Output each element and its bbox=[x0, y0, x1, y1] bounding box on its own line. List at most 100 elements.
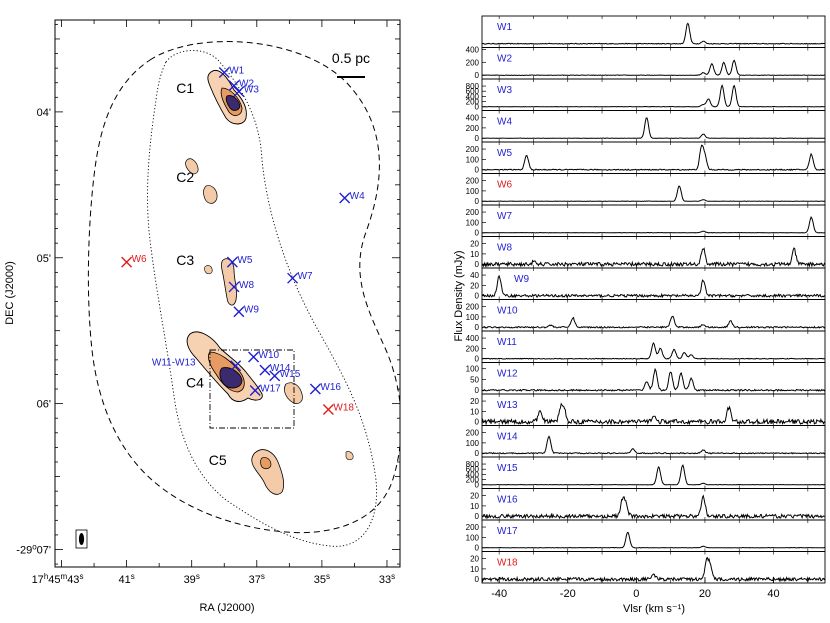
spectrum-line bbox=[481, 84, 825, 108]
maser-w4: W4 bbox=[339, 191, 365, 204]
maser-w18: W18 bbox=[322, 402, 354, 415]
maser-cross bbox=[226, 256, 238, 268]
maser-label: W17 bbox=[260, 384, 281, 395]
contour-c4-core bbox=[219, 367, 243, 389]
spectrum-line bbox=[481, 435, 826, 455]
region-label-c1: C1 bbox=[176, 80, 194, 96]
y-tick-label: 0 bbox=[475, 292, 480, 301]
y-tick-label: 0 bbox=[475, 418, 480, 427]
region-label-c4: C4 bbox=[186, 375, 204, 391]
y-tick-label: 400 bbox=[466, 92, 480, 101]
maser-label: W18 bbox=[333, 402, 354, 413]
spectrum-line bbox=[481, 144, 825, 171]
spectrum-label: W7 bbox=[497, 211, 512, 222]
spectrum-label: W8 bbox=[497, 243, 512, 254]
beam-box bbox=[75, 529, 88, 549]
spectrum-line bbox=[481, 341, 826, 360]
spectrum-frame bbox=[481, 15, 826, 48]
maser-cross bbox=[230, 360, 242, 372]
y-tick-label: 0 bbox=[475, 71, 480, 80]
y-tick-label: 10 bbox=[470, 407, 479, 416]
spectrum-frame bbox=[481, 141, 826, 174]
maser-label: W14 bbox=[270, 363, 291, 374]
y-tick-label: 100 bbox=[466, 155, 480, 164]
region-label-c2: C2 bbox=[176, 169, 194, 185]
y-tick-label: 200 bbox=[466, 523, 480, 532]
maser-cross bbox=[309, 383, 321, 395]
maser-w15: W15 bbox=[269, 369, 301, 382]
scale-bar-label: 0.5 pc bbox=[332, 50, 370, 66]
maser-label: W4 bbox=[350, 191, 365, 202]
maser-w10: W10 bbox=[248, 350, 280, 363]
dashed-outline bbox=[87, 41, 400, 534]
maser-cross bbox=[322, 403, 334, 415]
maser-w17: W17 bbox=[249, 384, 281, 396]
maser-cross bbox=[233, 306, 245, 318]
spectrum-line bbox=[481, 274, 826, 299]
y-tick-label: 0 bbox=[475, 386, 480, 395]
map-ticks: 17h45m43s 41s 39s 37s 35s 33s 04' 05' 06' -29o07' bbox=[16, 20, 400, 586]
dec-tick-label: 04' bbox=[37, 107, 51, 119]
region-label-c5: C5 bbox=[209, 452, 227, 468]
y-tick-label: 40 bbox=[470, 271, 479, 280]
y-tick-label: 10 bbox=[470, 502, 479, 511]
spectrum-line bbox=[481, 494, 826, 520]
maser-label: W11-W13 bbox=[152, 358, 196, 369]
spectrum-label: W4 bbox=[497, 117, 512, 128]
spectrum-label: W15 bbox=[497, 463, 518, 474]
continuum-contours bbox=[75, 41, 400, 549]
spectrum-line bbox=[481, 367, 826, 392]
maser-label: W15 bbox=[280, 369, 301, 380]
contour-c5-inner bbox=[260, 457, 272, 470]
maser-cross bbox=[218, 67, 230, 79]
y-tick-label: 50 bbox=[470, 375, 479, 384]
y-tick-label: 0 bbox=[475, 323, 480, 332]
spectrum-frame bbox=[481, 47, 826, 80]
y-tick-label: 100 bbox=[466, 218, 480, 227]
spectrum-label: W6 bbox=[497, 180, 512, 191]
y-tick-label: 200 bbox=[466, 344, 480, 353]
y-tick-label: 800 bbox=[466, 82, 480, 91]
region-label-c3: C3 bbox=[176, 252, 194, 268]
y-tick-label: 0 bbox=[475, 355, 480, 364]
x-tick-label: 0 bbox=[633, 588, 639, 600]
y-tick-label: 0 bbox=[475, 260, 480, 269]
spectrum-line bbox=[481, 59, 826, 77]
spectrum-label: W5 bbox=[497, 148, 512, 159]
y-tick-label: 200 bbox=[466, 145, 480, 154]
spectra-x-ticks: -40 -20 0 20 40 bbox=[491, 577, 780, 600]
spectrum-line bbox=[481, 185, 826, 202]
spectra-xlabel: Vlsr (km s⁻¹) bbox=[623, 603, 685, 615]
spectrum-label: W3 bbox=[497, 85, 512, 96]
contour-c5 bbox=[251, 449, 285, 495]
y-tick-label: 0 bbox=[475, 449, 480, 458]
maser-w9: W9 bbox=[233, 305, 259, 318]
y-tick-label: 100 bbox=[466, 365, 480, 374]
maser-label: W2 bbox=[239, 79, 254, 90]
spectrum-line bbox=[481, 531, 825, 549]
y-tick-label: 100 bbox=[466, 187, 480, 196]
maser-cross bbox=[259, 364, 271, 376]
y-tick-label: 0 bbox=[475, 481, 480, 490]
maser-cross bbox=[233, 85, 245, 97]
maser-w16: W16 bbox=[309, 382, 341, 395]
spectrum-frame bbox=[481, 551, 826, 584]
x-tick-label: 20 bbox=[699, 588, 711, 600]
y-tick-label: 200 bbox=[466, 429, 480, 438]
y-tick-label: 0 bbox=[475, 544, 480, 553]
dec-tick-label: 06' bbox=[37, 399, 51, 411]
spectrum-label: W12 bbox=[497, 369, 518, 380]
maser-w5: W5 bbox=[226, 255, 253, 268]
maser-label: W16 bbox=[320, 382, 341, 393]
spectrum-label: W17 bbox=[497, 526, 518, 537]
